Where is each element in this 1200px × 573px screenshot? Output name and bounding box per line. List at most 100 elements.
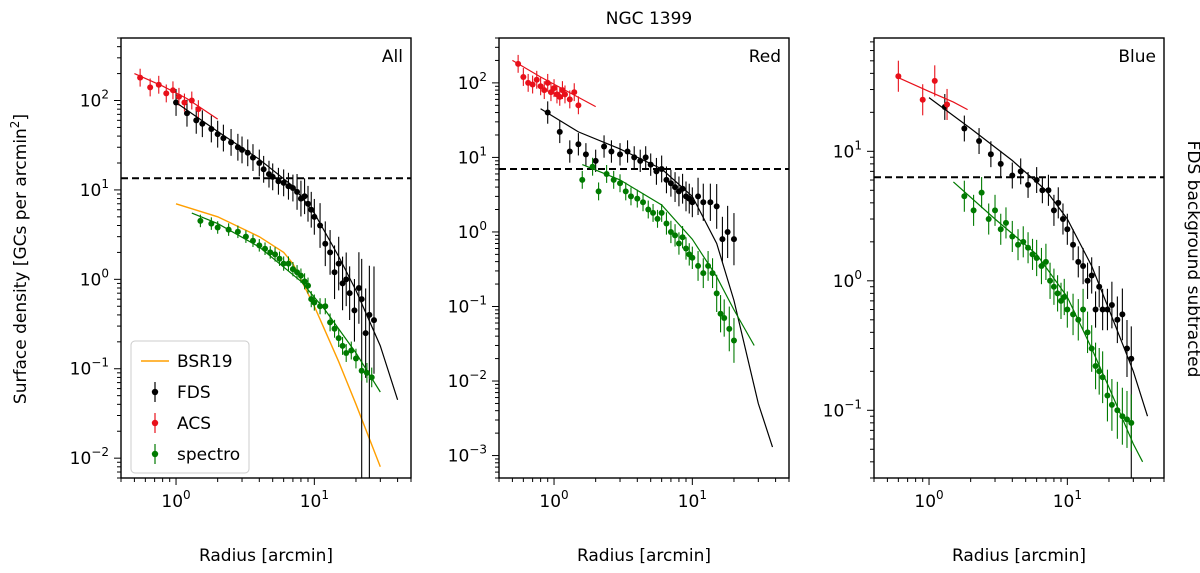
fds-point bbox=[987, 151, 994, 158]
spectro-point bbox=[331, 325, 338, 332]
y-tick-label: 10−2 bbox=[448, 368, 487, 392]
legend-spectro-marker bbox=[151, 450, 159, 458]
figure-title: NGC 1399 bbox=[606, 9, 692, 29]
spectro-point bbox=[1108, 401, 1115, 408]
spectro-fit-line bbox=[191, 212, 381, 393]
spectro-point bbox=[234, 228, 241, 235]
spectro-point bbox=[997, 226, 1004, 233]
spectro-point bbox=[726, 325, 733, 332]
spectro-point bbox=[1050, 283, 1057, 290]
y-tick-label: 101 bbox=[80, 177, 109, 201]
spectro-point bbox=[985, 216, 992, 223]
spectro-point bbox=[327, 319, 334, 326]
spectro-point bbox=[262, 245, 269, 252]
x-axis-label: Radius [arcmin] bbox=[952, 546, 1086, 566]
spectro-point bbox=[1128, 419, 1135, 426]
spectro-point bbox=[276, 255, 283, 262]
fds-point bbox=[1025, 181, 1032, 188]
acs-point bbox=[551, 85, 558, 92]
y-tick-label: 101 bbox=[833, 138, 862, 162]
fds-fit-line bbox=[928, 97, 1149, 417]
spectro-point bbox=[672, 232, 679, 239]
panel-label: Red bbox=[749, 47, 781, 67]
y-tick-label: 10−3 bbox=[448, 443, 487, 467]
x-tick-label: 101 bbox=[678, 488, 707, 512]
spectro-point bbox=[700, 270, 707, 277]
y-tick-label: 100 bbox=[833, 268, 862, 292]
spectro-point bbox=[721, 315, 728, 322]
fds-point bbox=[362, 330, 369, 337]
spectro-point bbox=[1092, 362, 1099, 369]
spectro-point bbox=[675, 240, 682, 247]
y-axis-label: Surface density [GCs per arcmin2] bbox=[8, 114, 31, 404]
fds-point bbox=[707, 199, 714, 206]
fds-point bbox=[1119, 311, 1126, 318]
spectro-point bbox=[335, 335, 342, 342]
fds-point bbox=[305, 200, 312, 207]
spectro-point bbox=[285, 260, 292, 267]
spectro-point bbox=[622, 188, 629, 195]
spectro-point bbox=[352, 355, 359, 362]
fds-point bbox=[695, 193, 702, 200]
plot-area bbox=[121, 68, 411, 478]
fds-point bbox=[601, 143, 608, 150]
spectro-point bbox=[689, 254, 696, 261]
axes-frame bbox=[120, 37, 412, 479]
acs-point bbox=[533, 76, 540, 83]
spectro-point bbox=[730, 337, 737, 344]
fds-point bbox=[322, 240, 329, 247]
fds-point bbox=[331, 269, 338, 276]
fds-point bbox=[1088, 272, 1095, 279]
legend-acs-label: ACS bbox=[177, 414, 211, 434]
plot-area bbox=[499, 54, 789, 448]
fds-point bbox=[961, 125, 968, 132]
acs-point bbox=[163, 90, 170, 97]
spectro-point bbox=[358, 367, 365, 374]
fds-point bbox=[653, 168, 660, 175]
y-tick-label: 10−1 bbox=[70, 356, 109, 380]
acs-point bbox=[181, 99, 188, 106]
spectro-point bbox=[713, 290, 720, 297]
y-tick-label: 100 bbox=[80, 266, 109, 290]
spectro-point bbox=[654, 215, 661, 222]
fds-point bbox=[689, 199, 696, 206]
spectro-point bbox=[617, 180, 624, 187]
spectro-point bbox=[1047, 277, 1054, 284]
spectro-point bbox=[1104, 392, 1111, 399]
spectro-point bbox=[272, 251, 279, 258]
spectro-point bbox=[658, 209, 665, 216]
spectro-point bbox=[978, 189, 985, 196]
acs-point bbox=[520, 73, 527, 80]
fds-point bbox=[700, 199, 707, 206]
axes-frame bbox=[873, 37, 1165, 479]
fds-point bbox=[566, 148, 573, 155]
fds-point bbox=[1070, 241, 1077, 248]
spectro-point bbox=[627, 193, 634, 200]
fds-point bbox=[719, 236, 726, 243]
x-tick-label: 101 bbox=[1053, 488, 1082, 512]
spectro-point bbox=[645, 206, 652, 213]
fds-point bbox=[1009, 172, 1016, 179]
fds-point bbox=[275, 178, 282, 185]
fds-point bbox=[556, 128, 563, 135]
acs-point bbox=[541, 87, 548, 94]
acs-point bbox=[147, 84, 154, 91]
fds-point bbox=[592, 157, 599, 164]
y-tick-label: 102 bbox=[458, 70, 487, 94]
acs-fit-line bbox=[134, 73, 219, 120]
fds-point bbox=[244, 149, 251, 156]
panel-red: 100 101 10−3 10−2 10−1 100 101 102 Red Radius [ar… bbox=[448, 37, 790, 566]
fds-point bbox=[1075, 258, 1082, 265]
y-tick-label: 10−2 bbox=[70, 445, 109, 469]
spectro-point bbox=[1002, 219, 1009, 226]
acs-point bbox=[559, 87, 566, 94]
spectro-point bbox=[297, 272, 304, 279]
spectro-point bbox=[1054, 290, 1061, 297]
spectro-point bbox=[992, 207, 999, 214]
fds-point bbox=[355, 284, 362, 291]
fds-point bbox=[1084, 277, 1091, 284]
acs-fit-line bbox=[898, 77, 968, 111]
spectro-point bbox=[970, 207, 977, 214]
spectro-point bbox=[311, 299, 318, 306]
fds-fit-line bbox=[540, 108, 774, 448]
